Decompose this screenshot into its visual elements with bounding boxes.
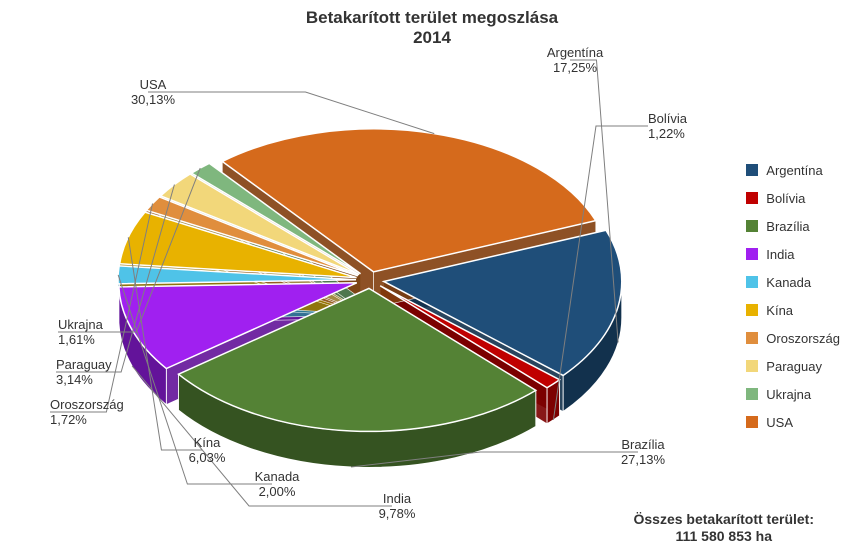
legend-swatch [746, 416, 758, 428]
legend-label: Kína [766, 303, 793, 318]
legend-item: USA [746, 408, 840, 436]
legend-swatch [746, 220, 758, 232]
slice-label: Brazília27,13% [598, 438, 688, 468]
legend-label: Paraguay [766, 359, 822, 374]
legend-item: India [746, 240, 840, 268]
legend-label: Argentína [766, 163, 822, 178]
slice-label: Argentína17,25% [530, 46, 620, 76]
legend-label: Bolívia [766, 191, 805, 206]
legend-label: Kanada [766, 275, 811, 290]
legend-label: Oroszország [766, 331, 840, 346]
slice-label: Kína6,03% [162, 436, 252, 466]
legend-swatch [746, 192, 758, 204]
slice-label: Bolívia1,22% [648, 112, 738, 142]
slice-label: Paraguay3,14% [56, 358, 146, 388]
slice-label: Kanada2,00% [232, 470, 322, 500]
footer-total: Összes betakarított terület: 111 580 853… [634, 511, 815, 545]
legend-swatch [746, 332, 758, 344]
legend-label: USA [766, 415, 793, 430]
legend-item: Argentína [746, 156, 840, 184]
legend-swatch [746, 388, 758, 400]
legend-item: Paraguay [746, 352, 840, 380]
legend-label: India [766, 247, 794, 262]
title-line2: 2014 [413, 28, 451, 47]
legend-swatch [746, 304, 758, 316]
legend-swatch [746, 276, 758, 288]
legend: Argentína Bolívia Brazília India Kanada Kína O… [746, 156, 840, 436]
legend-item: Kanada [746, 268, 840, 296]
legend-item: Brazília [746, 212, 840, 240]
slice-label: USA30,13% [108, 78, 198, 108]
legend-item: Bolívia [746, 184, 840, 212]
chart-title: Betakarított terület megoszlása 2014 [0, 8, 864, 47]
footer-line2: 111 580 853 ha [675, 528, 772, 544]
slice-label: Ukrajna1,61% [58, 318, 148, 348]
legend-item: Oroszország [746, 324, 840, 352]
slice-label: India9,78% [352, 492, 442, 522]
title-line1: Betakarított terület megoszlása [306, 8, 558, 27]
legend-item: Ukrajna [746, 380, 840, 408]
slice-label: Oroszország1,72% [50, 398, 140, 428]
footer-line1: Összes betakarított terület: [634, 511, 815, 527]
legend-label: Brazília [766, 219, 809, 234]
legend-label: Ukrajna [766, 387, 811, 402]
legend-swatch [746, 248, 758, 260]
legend-swatch [746, 164, 758, 176]
legend-swatch [746, 360, 758, 372]
legend-item: Kína [746, 296, 840, 324]
